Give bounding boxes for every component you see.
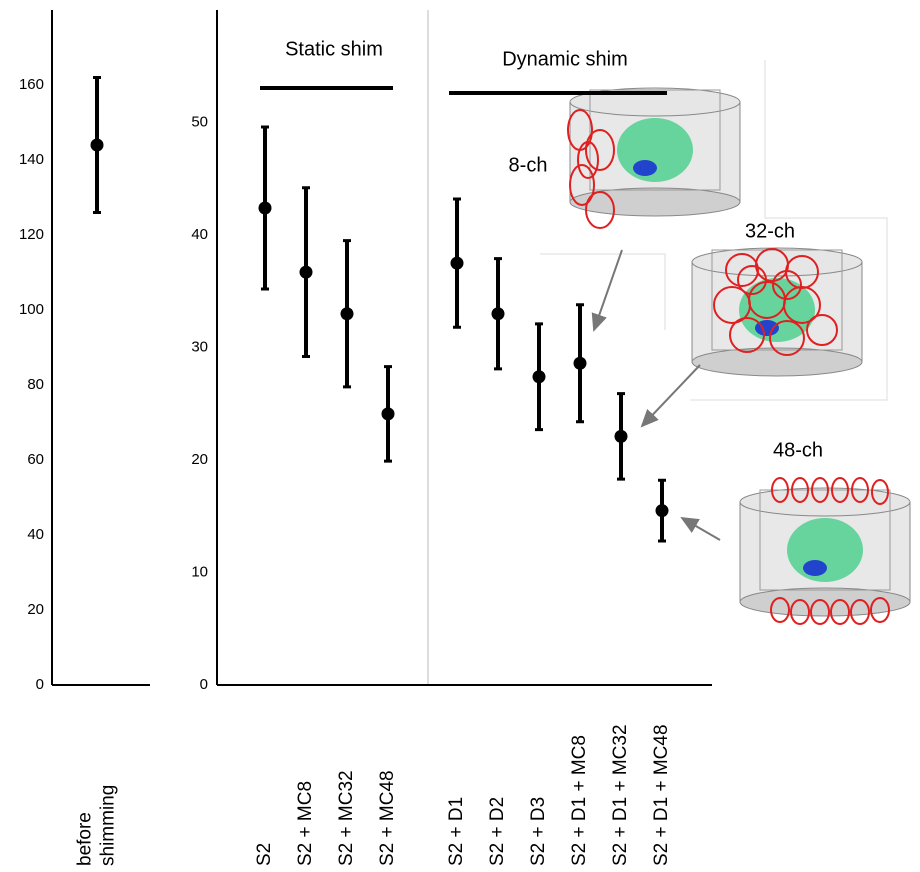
arrow xyxy=(640,364,701,428)
annotation: Static shim xyxy=(285,38,383,60)
coil-image-8ch xyxy=(567,87,741,229)
y-tick-label: 140 xyxy=(19,151,44,168)
y-tick-label: 80 xyxy=(27,376,44,393)
annotation: 32-ch xyxy=(745,220,795,242)
y-tick-label: 60 xyxy=(27,451,44,468)
y-tick-label: 0 xyxy=(200,676,208,693)
point xyxy=(381,407,395,421)
y-tick-label: 20 xyxy=(191,451,208,468)
coil-image-48ch xyxy=(739,477,911,625)
y-tick-label: 0 xyxy=(36,676,44,693)
x-tick-label: S2 + D1 xyxy=(446,797,467,866)
frame xyxy=(690,60,888,401)
y-tick-label: 40 xyxy=(191,226,208,243)
x-tick-label: S2 + D1 + MC32 xyxy=(610,724,631,866)
point xyxy=(450,256,464,270)
y-tick-label: 20 xyxy=(27,601,44,618)
arrow xyxy=(591,249,623,332)
x-tick-label: S2 + D2 xyxy=(487,797,508,866)
y-tick-label: 120 xyxy=(19,226,44,243)
annotation: Dynamic shim xyxy=(502,48,628,70)
x-tick-label: S2 + D3 xyxy=(528,797,549,866)
point xyxy=(258,201,272,215)
annotation: 48-ch xyxy=(773,439,823,461)
y-tick-label: 30 xyxy=(191,338,208,355)
annotation: 8-ch xyxy=(509,154,548,176)
y-tick-label: 100 xyxy=(19,301,44,318)
point xyxy=(340,307,354,321)
arrow xyxy=(680,516,721,541)
y-tick-label: 40 xyxy=(27,526,44,543)
point xyxy=(491,307,505,321)
point xyxy=(614,429,628,443)
x-tick-label: S2 + D1 + MC8 xyxy=(569,735,590,866)
x-tick-label: S2 + MC8 xyxy=(295,781,316,866)
point xyxy=(573,356,587,370)
coil-image-32ch xyxy=(691,247,863,377)
y-tick-label: 10 xyxy=(191,563,208,580)
x-tick-label: S2 + D1 + MC48 xyxy=(651,724,672,866)
point xyxy=(90,138,104,152)
point xyxy=(299,265,313,279)
point xyxy=(655,504,669,518)
frame xyxy=(540,253,666,330)
x-tick-label: S2 + MC48 xyxy=(377,770,398,866)
y-tick-label: 160 xyxy=(19,76,44,93)
point xyxy=(532,370,546,384)
y-tick-label: 50 xyxy=(191,113,208,130)
x-tick-label: S2 xyxy=(254,843,275,866)
x-tick-label: beforeshimming xyxy=(75,785,119,866)
x-tick-label: S2 + MC32 xyxy=(336,770,357,866)
